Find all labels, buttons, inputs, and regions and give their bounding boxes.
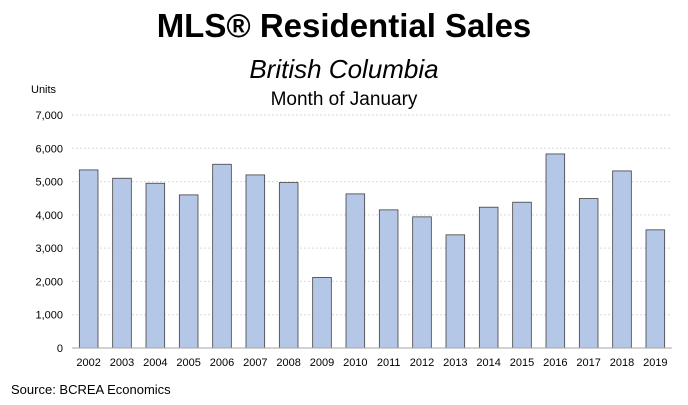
source-note: Source: BCREA Economics xyxy=(11,382,171,397)
x-tick-label: 2013 xyxy=(443,357,467,369)
chart-period-label: Month of January xyxy=(270,89,418,110)
y-tick-label: 6,000 xyxy=(35,143,63,155)
x-tick-label: 2012 xyxy=(410,357,434,369)
x-tick-label: 2010 xyxy=(343,357,367,369)
x-tick-label: 2005 xyxy=(176,357,200,369)
y-tick-label: 5,000 xyxy=(35,177,63,189)
bar xyxy=(378,209,399,349)
y-tick-label: 1,000 xyxy=(35,310,63,322)
bar xyxy=(345,193,366,349)
x-tick-label: 2011 xyxy=(377,357,401,369)
bar xyxy=(545,153,566,349)
bar xyxy=(278,182,299,349)
x-tick-label: 2019 xyxy=(643,357,667,369)
y-axis-title: Units xyxy=(31,84,57,96)
bar xyxy=(245,174,266,349)
y-tick-label: 3,000 xyxy=(35,243,63,255)
bar xyxy=(178,194,199,349)
y-tick-label: 7,000 xyxy=(35,110,63,122)
chart-title: MLS® Residential Sales xyxy=(156,7,532,44)
bar xyxy=(478,206,499,349)
y-tick-label: 2,000 xyxy=(35,276,63,288)
bar xyxy=(445,234,466,349)
x-tick-label: 2014 xyxy=(476,357,500,369)
bar xyxy=(512,201,532,349)
x-tick-label: 2003 xyxy=(110,357,134,369)
x-tick-label: 2006 xyxy=(210,357,234,369)
bar xyxy=(612,170,632,349)
x-tick-label: 2009 xyxy=(310,357,334,369)
x-tick-label: 2015 xyxy=(510,357,534,369)
x-tick-label: 2018 xyxy=(610,357,634,369)
bar xyxy=(412,216,432,349)
bar xyxy=(112,177,132,349)
x-tick-label: 2007 xyxy=(243,357,267,369)
y-tick-label: 4,000 xyxy=(35,210,63,222)
bar xyxy=(578,198,599,349)
x-tick-label: 2008 xyxy=(276,357,300,369)
bar xyxy=(645,229,666,349)
x-tick-label: 2016 xyxy=(543,357,567,369)
y-tick-label: 0 xyxy=(57,343,63,355)
bar xyxy=(78,169,99,349)
x-tick-label: 2017 xyxy=(576,357,600,369)
x-tick-label: 2002 xyxy=(76,357,100,369)
bar xyxy=(312,277,332,349)
bar xyxy=(145,182,166,349)
bar xyxy=(212,163,232,349)
x-tick-label: 2004 xyxy=(143,357,167,369)
chart-subtitle: British Columbia xyxy=(249,54,439,84)
